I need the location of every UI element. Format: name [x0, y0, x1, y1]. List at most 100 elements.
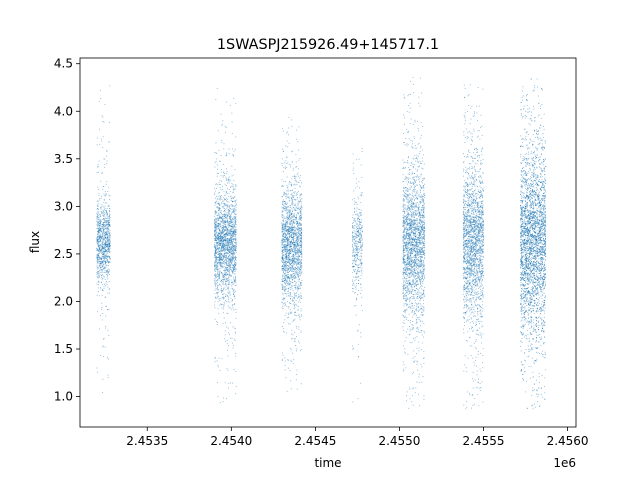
data-point	[295, 210, 297, 212]
data-point	[222, 242, 224, 244]
data-point	[225, 209, 227, 211]
data-point	[233, 272, 235, 274]
data-point	[229, 307, 231, 309]
data-point	[108, 260, 110, 262]
data-point	[98, 220, 100, 222]
data-point	[282, 287, 283, 289]
data-point	[234, 233, 235, 235]
data-point	[292, 247, 294, 249]
data-point	[224, 262, 226, 264]
data-point	[219, 184, 221, 186]
data-point	[225, 221, 226, 223]
data-point	[99, 225, 101, 227]
data-point	[353, 265, 355, 267]
data-point	[291, 269, 293, 271]
data-point	[360, 250, 362, 251]
data-point	[281, 185, 283, 186]
data-point	[109, 231, 111, 233]
data-point	[227, 239, 229, 241]
data-point	[282, 271, 284, 273]
data-point	[285, 226, 287, 228]
data-point	[215, 277, 217, 279]
data-point	[235, 217, 236, 219]
data-point	[222, 274, 224, 276]
data-point	[292, 272, 294, 274]
data-point	[283, 270, 285, 272]
data-point	[228, 238, 230, 240]
data-point	[288, 239, 290, 241]
data-point	[101, 232, 103, 234]
data-point	[293, 297, 295, 299]
data-point	[98, 238, 100, 239]
data-point	[102, 262, 104, 264]
data-point	[230, 262, 232, 264]
data-point	[228, 281, 230, 283]
data-point	[294, 191, 296, 193]
data-point	[215, 280, 217, 282]
data-point	[294, 208, 296, 210]
data-point	[232, 226, 233, 228]
data-point	[234, 257, 236, 259]
data-point	[218, 233, 220, 235]
data-point	[294, 292, 295, 294]
data-point	[354, 240, 356, 242]
data-point	[222, 323, 224, 324]
data-point	[288, 307, 290, 309]
data-point	[294, 213, 296, 215]
data-point	[217, 173, 219, 174]
data-point	[284, 269, 285, 271]
data-point	[235, 393, 237, 395]
data-point	[100, 221, 102, 223]
data-point	[282, 286, 284, 288]
data-point	[294, 294, 296, 296]
data-point	[357, 275, 359, 277]
data-point	[223, 203, 225, 205]
data-point	[360, 228, 362, 230]
data-point	[225, 241, 227, 243]
data-point	[300, 201, 302, 203]
data-point	[286, 196, 288, 198]
data-point	[282, 196, 284, 198]
data-point	[219, 180, 221, 181]
data-point	[294, 331, 295, 333]
data-point	[285, 203, 287, 205]
data-point	[225, 214, 227, 216]
data-point	[298, 223, 300, 225]
data-point	[297, 248, 299, 250]
data-point	[353, 198, 355, 200]
data-point	[288, 251, 290, 253]
data-point	[300, 199, 302, 201]
data-point	[288, 256, 290, 258]
data-point	[224, 221, 226, 223]
data-point	[284, 258, 286, 259]
data-point	[287, 234, 289, 236]
data-point	[99, 220, 101, 222]
data-point	[284, 202, 286, 204]
data-point	[223, 194, 225, 196]
data-point	[228, 275, 230, 276]
data-point	[215, 200, 217, 202]
data-point	[300, 330, 302, 332]
data-point	[230, 268, 232, 270]
data-point	[290, 276, 292, 278]
data-point	[287, 295, 289, 297]
data-point	[233, 292, 235, 293]
data-point	[229, 242, 231, 244]
data-point	[287, 209, 289, 210]
data-point	[235, 214, 236, 216]
data-point	[97, 256, 99, 258]
data-point	[294, 188, 296, 189]
data-point	[359, 237, 361, 239]
data-point	[291, 223, 293, 225]
data-point	[287, 293, 289, 294]
data-point	[109, 239, 111, 240]
data-point	[235, 257, 237, 259]
data-point	[299, 297, 301, 299]
data-point	[98, 237, 100, 239]
data-point	[104, 255, 106, 257]
data-point	[105, 241, 107, 243]
data-point	[221, 260, 223, 262]
data-point	[101, 261, 103, 263]
data-point	[301, 265, 303, 267]
data-point	[230, 219, 232, 221]
